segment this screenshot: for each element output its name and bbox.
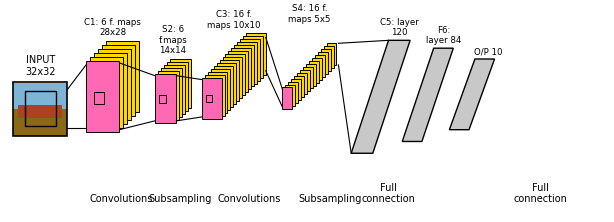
Bar [228, 51, 248, 92]
Bar [90, 57, 123, 128]
Polygon shape [351, 40, 410, 153]
Text: Full
connection: Full connection [514, 183, 568, 204]
Bar [282, 87, 292, 109]
Text: C3: 16 f.
maps 10x10: C3: 16 f. maps 10x10 [207, 10, 260, 30]
Text: F6:
layer 84: F6: layer 84 [426, 26, 461, 45]
Text: Subsampling: Subsampling [149, 194, 212, 204]
Text: Subsampling: Subsampling [298, 194, 361, 204]
Bar [14, 81, 68, 136]
Bar [102, 45, 135, 116]
Bar [205, 75, 225, 116]
Bar [286, 85, 295, 106]
Text: INPUT
32x32: INPUT 32x32 [25, 55, 56, 77]
Bar [291, 79, 301, 100]
Bar [161, 68, 182, 117]
Bar [98, 49, 131, 120]
Bar [208, 72, 227, 113]
Bar [94, 92, 104, 104]
Bar [321, 49, 330, 71]
Bar [106, 41, 139, 112]
Bar [235, 45, 254, 87]
Bar [94, 53, 127, 124]
Bar [315, 55, 325, 77]
Text: Full
connection: Full connection [362, 183, 416, 204]
Bar [318, 52, 328, 74]
Bar [169, 59, 191, 108]
Polygon shape [449, 59, 494, 130]
Bar [246, 34, 266, 75]
Bar [237, 42, 257, 83]
Bar [217, 63, 236, 104]
Bar [202, 78, 222, 119]
Bar [14, 109, 68, 136]
Text: S2: 6
f.maps
14x14: S2: 6 f.maps 14x14 [158, 25, 187, 55]
Bar [312, 58, 322, 80]
Text: Convolutions: Convolutions [90, 194, 153, 204]
Bar [155, 74, 176, 123]
Bar [297, 73, 307, 94]
Bar [163, 65, 185, 114]
Bar [220, 60, 239, 101]
Bar [309, 61, 319, 83]
Bar [225, 54, 245, 95]
Text: C5: layer
120: C5: layer 120 [380, 18, 419, 37]
Bar [300, 70, 310, 91]
Bar [206, 95, 212, 102]
Bar [324, 46, 333, 68]
Text: O/P 10: O/P 10 [475, 47, 503, 56]
Bar [240, 39, 260, 81]
Bar [294, 76, 304, 97]
Bar [166, 62, 188, 111]
Bar [86, 61, 120, 132]
Bar [243, 36, 263, 78]
Bar [214, 66, 233, 107]
Bar [18, 105, 63, 118]
Polygon shape [402, 48, 453, 141]
Bar [306, 64, 316, 85]
Bar [159, 95, 166, 103]
Bar [289, 81, 298, 103]
Bar [211, 69, 230, 110]
Text: S4: 16 f.
maps 5x5: S4: 16 f. maps 5x5 [288, 4, 331, 24]
Bar [14, 83, 68, 109]
Bar [25, 91, 56, 126]
Text: C1: 6 f. maps
28x28: C1: 6 f. maps 28x28 [84, 18, 141, 37]
Bar [231, 48, 251, 89]
Bar [158, 71, 179, 120]
Bar [327, 43, 336, 65]
Bar [303, 67, 313, 88]
Text: Convolutions: Convolutions [217, 194, 281, 204]
Bar [222, 57, 242, 98]
